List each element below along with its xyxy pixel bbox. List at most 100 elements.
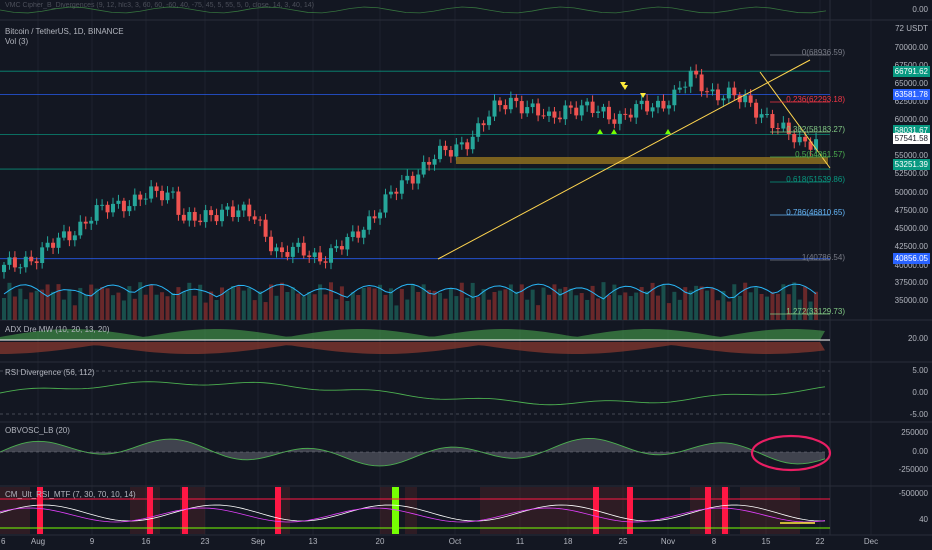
price-axis-label[interactable]: 50000.00 [894,188,928,197]
volume-bar [563,287,568,320]
time-axis-label[interactable]: 16 [141,537,151,546]
obv-pane-title[interactable]: OBVOSC_LB (20) [5,426,70,435]
cm-rsi-pane-title[interactable]: CM_Ult_RSI_MTF (7, 30, 70, 10, 14) [5,490,136,499]
volume-bar [367,287,372,320]
time-axis-label[interactable]: 25 [618,537,628,546]
volume-bar [45,284,50,320]
candle-body [454,144,459,157]
price-axis-label[interactable]: 42500.00 [894,242,928,251]
price-axis-label[interactable]: 45000.00 [894,224,928,233]
volume-bar [726,301,731,320]
time-axis-label[interactable]: 11 [515,537,525,546]
time-axis-label[interactable]: 23 [200,537,210,546]
price-axis-label[interactable]: 60000.00 [894,115,928,124]
price-axis-label[interactable]: 72 USDT [895,24,928,33]
candle-body [220,209,224,222]
trend-line-up [437,59,811,260]
time-axis-label[interactable]: Nov [660,537,676,546]
candle-body [612,119,617,124]
candle-body [585,101,590,106]
time-axis-label[interactable]: 13 [308,537,318,546]
top-indicator-line [0,6,827,14]
candle-body [803,136,808,142]
price-axis-label[interactable]: 37500.00 [894,278,928,287]
time-axis-label[interactable]: 22 [815,537,825,546]
volume-bar [552,284,557,320]
volume-bar [416,291,421,320]
volume-bar [67,289,72,320]
volume-bar [585,299,590,320]
volume-bar [165,296,170,320]
volume-title[interactable]: Vol (3) [5,37,29,46]
cm-red-bar [722,487,728,534]
candle-body [574,107,579,116]
fib-level-label: 0.5(54861.57) [795,150,845,159]
candle-body [677,87,682,90]
candle-body [503,105,508,110]
candle-body [710,89,715,92]
price-axis-label[interactable]: 52500.00 [894,169,928,178]
price-axis-label[interactable]: 55000.00 [894,151,928,160]
time-axis-label[interactable]: 8 [711,537,717,546]
time-axis-label[interactable]: 20 [375,537,385,546]
obv-line [0,437,826,467]
candle-body [372,216,377,219]
candle-body [672,89,677,106]
highlight-circle [750,434,832,472]
candle-body [170,191,175,193]
candle-body [465,142,470,150]
volume-bar [181,291,186,320]
rsi-axis-label: 0.00 [912,388,928,397]
time-axis-label[interactable]: Sep [250,537,266,546]
time-axis-label[interactable]: Dec [863,537,879,546]
volume-bar [34,290,39,320]
time-axis-label[interactable]: 18 [563,537,573,546]
candle-body [2,264,6,273]
candle-body [596,111,601,113]
candle-body [192,211,197,221]
price-axis-label[interactable]: 67500.00 [895,61,928,70]
price-axis-label[interactable]: 65000.00 [894,79,928,88]
time-axis-label[interactable]: Oct [448,537,462,546]
time-axis-label[interactable]: Aug [30,537,46,546]
adx-pane-title[interactable]: ADX Dre MW (10, 20, 13, 20) [5,325,110,334]
volume-bar [606,295,611,320]
candle-body [356,231,361,238]
volume-bar [225,290,230,320]
candle-body [23,256,28,268]
sell-signal-marker [622,85,628,90]
price-axis-label[interactable]: 40000.00 [894,261,928,270]
volume-bar [51,291,56,320]
volume-bar [781,284,786,320]
volume-bar [214,299,219,320]
candle-body [111,203,115,213]
volume-bar [78,287,83,320]
volume-bar [263,302,268,320]
price-axis-label[interactable]: 35000.00 [894,296,928,305]
candle-body [808,141,813,150]
volume-bar [170,293,175,320]
symbol-title[interactable]: Bitcoin / TetherUS, 1D, BINANCE [5,27,124,36]
volume-bar [765,296,769,320]
time-axis-label[interactable]: 15 [761,537,771,546]
candle-body [7,257,12,265]
volume-bar [454,296,459,320]
cm-red-bar [182,487,188,534]
volume-bar [497,290,502,320]
volume-bar [143,294,148,320]
candle-body [623,113,628,115]
volume-bar [786,294,791,320]
rsi-pane-title[interactable]: RSI Divergence (56, 112) [5,368,95,377]
adx-axis-label: 20.00 [907,334,928,343]
candle-body [67,231,72,241]
volume-bar [350,292,355,320]
volume-bar [160,292,165,320]
volume-bar [203,302,208,320]
price-axis-label[interactable]: 47500.00 [894,206,928,215]
volume-bar [301,296,306,320]
time-axis-label[interactable]: 9 [89,537,95,546]
cm-bg-shade [380,487,392,534]
price-axis-label[interactable]: 70000.00 [894,43,928,52]
price-axis-label[interactable]: 62500.00 [894,97,928,106]
